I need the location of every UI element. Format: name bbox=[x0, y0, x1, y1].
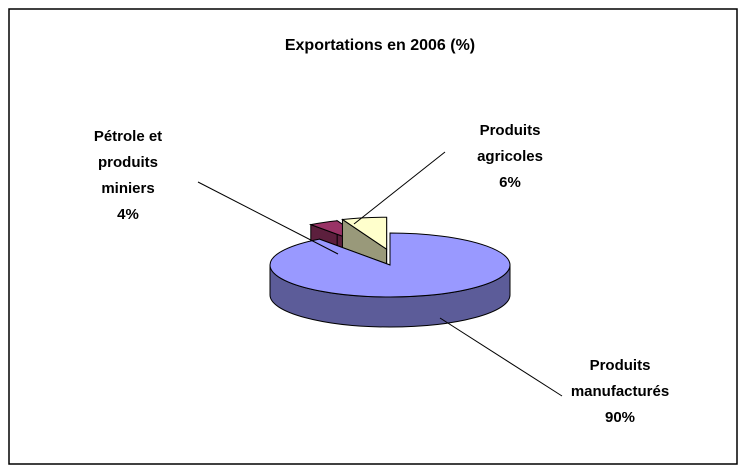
value-label: 90% bbox=[604, 409, 636, 426]
slice bbox=[269, 232, 511, 298]
slice bbox=[341, 216, 388, 251]
slice-label: Produits agricoles 6% bbox=[462, 118, 558, 196]
slice-label: Produits manufacturés 90% bbox=[550, 353, 690, 431]
leader-line bbox=[353, 151, 446, 225]
category-label: Pétrole et produits miniers bbox=[93, 128, 163, 197]
value-label: 4% bbox=[117, 206, 139, 223]
leader-line bbox=[439, 317, 563, 397]
value-label: 6% bbox=[499, 174, 521, 191]
chart-title: Exportations en 2006 (%) bbox=[285, 37, 475, 54]
leader-line bbox=[197, 181, 339, 255]
category-label: Produits manufacturés bbox=[570, 357, 670, 400]
category-label: Produits agricoles bbox=[477, 122, 543, 165]
pie bbox=[269, 216, 511, 328]
slice-label: Pétrole et produits miniers 4% bbox=[80, 124, 176, 228]
